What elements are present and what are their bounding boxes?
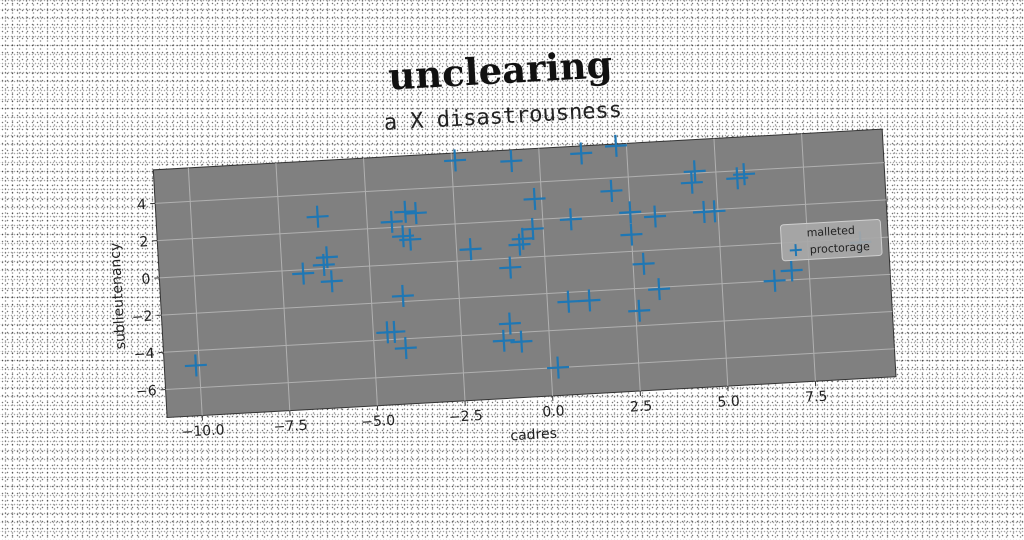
- y-tick-label: −4: [134, 346, 156, 363]
- x-tick-label: −5.0: [361, 413, 396, 431]
- legend-title: malleted: [806, 224, 855, 240]
- x-tick-label: −2.5: [448, 408, 483, 426]
- x-tick-label: 7.5: [805, 389, 828, 406]
- x-tick-label: 5.0: [717, 393, 740, 410]
- y-tick-label: 4: [137, 197, 147, 213]
- y-tick-label: 0: [141, 271, 151, 287]
- x-tick-label: 0.0: [542, 403, 565, 420]
- x-tick-label: −10.0: [181, 422, 225, 440]
- x-axis-label: cadres: [510, 426, 557, 445]
- x-tick-label: −7.5: [273, 418, 308, 436]
- y-axis-label: sublieutenancy: [107, 242, 129, 349]
- plot-area: [153, 129, 896, 417]
- y-tick-label: −6: [136, 383, 158, 400]
- x-tick-label: 2.5: [630, 398, 653, 415]
- y-tick-label: 2: [139, 234, 149, 250]
- y-tick-label: −2: [131, 309, 153, 326]
